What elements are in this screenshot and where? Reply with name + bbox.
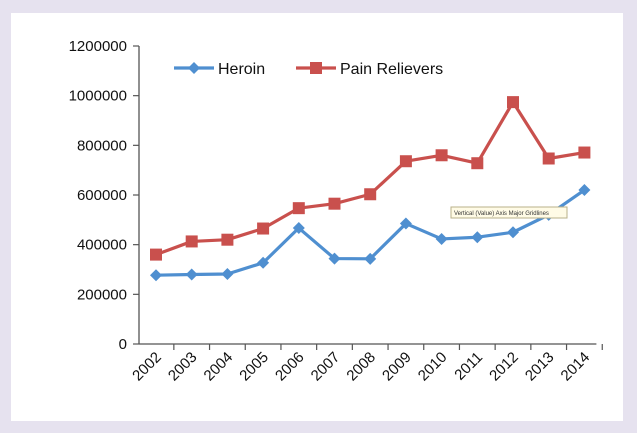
chart-panel: 0 200000 400000 600000 800000 1000000 1200000 2… [11, 13, 623, 421]
data-point [435, 149, 448, 162]
y-tick-label: 800000 [77, 137, 127, 154]
y-tick-label: 600000 [77, 187, 127, 204]
legend-marker [188, 62, 200, 74]
x-tick-label: 2006 [272, 349, 308, 385]
legend: Heroin Pain Relievers [174, 61, 443, 78]
data-point [257, 222, 270, 235]
data-point [471, 157, 484, 170]
data-point [578, 146, 591, 159]
data-point [507, 226, 519, 239]
data-point [185, 268, 198, 281]
data-point [328, 252, 341, 265]
y-tick-label: 1000000 [69, 88, 127, 105]
data-point [507, 96, 519, 109]
x-tick-label: 2007 [308, 349, 344, 385]
x-tick-label: 2012 [486, 349, 522, 385]
series-line-1 [155, 100, 585, 257]
y-tick-label: 200000 [77, 286, 127, 303]
y-tick-label: 1200000 [69, 38, 127, 55]
x-tick-label: 2011 [451, 349, 486, 384]
y-tick-label: 400000 [77, 237, 127, 254]
x-tick-label: 2008 [343, 349, 379, 385]
tooltip-box [450, 206, 568, 219]
data-point [364, 252, 377, 265]
data-point [471, 231, 484, 244]
legend-marker [310, 62, 322, 74]
legend-label: Pain Relievers [340, 61, 443, 78]
x-tick-label: 2010 [415, 349, 451, 385]
data-point [328, 197, 341, 210]
data-point [399, 217, 412, 230]
x-tick-label: 2005 [236, 349, 272, 385]
x-tick-label: 2014 [558, 349, 594, 385]
data-point [257, 256, 270, 269]
x-tick-label: 2002 [129, 349, 165, 385]
data-point [578, 184, 591, 197]
data-point [435, 232, 448, 245]
legend-label: Heroin [218, 61, 265, 78]
line-chart: 0 200000 400000 600000 800000 1000000 1200000 2… [69, 38, 603, 385]
series-markers [150, 96, 591, 282]
data-point [221, 267, 234, 280]
x-tick-label: 2004 [201, 349, 237, 385]
y-tick-label: 0 [119, 336, 127, 353]
data-point [399, 155, 412, 168]
x-tick-label: 2013 [522, 349, 558, 385]
data-point [364, 188, 377, 201]
data-point [185, 235, 198, 248]
data-point [542, 152, 555, 165]
data-point [221, 233, 234, 246]
data-point [150, 269, 162, 282]
data-point [292, 202, 305, 215]
x-tick-label: 2009 [379, 349, 415, 385]
data-point [292, 222, 305, 235]
gridline-tooltip: Vertical (Value) Axis Major Gridlines [450, 206, 568, 219]
tooltip-text: Vertical (Value) Axis Major Gridlines [454, 211, 549, 217]
x-tick-label: 2003 [165, 349, 201, 385]
data-point [150, 248, 162, 261]
